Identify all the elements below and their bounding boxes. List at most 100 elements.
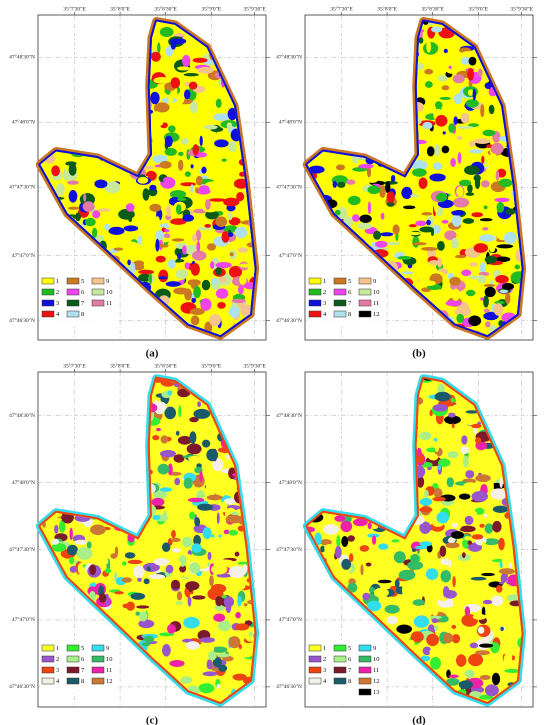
land-cover-patch bbox=[482, 163, 496, 167]
land-cover-patch bbox=[51, 165, 60, 177]
land-cover-patch bbox=[401, 271, 414, 275]
land-cover-patch bbox=[188, 81, 198, 90]
land-cover-patch bbox=[451, 39, 455, 46]
land-cover-patch bbox=[349, 553, 354, 563]
land-cover-patch bbox=[245, 634, 255, 642]
land-cover-patch bbox=[410, 631, 424, 643]
land-cover-patch bbox=[234, 623, 250, 631]
land-cover-patch bbox=[238, 644, 242, 650]
land-cover-patch bbox=[114, 591, 124, 595]
land-cover-patch bbox=[334, 209, 341, 216]
legend-label: 5 bbox=[81, 278, 84, 285]
land-cover-patch bbox=[336, 535, 341, 548]
legend-label: 3 bbox=[56, 667, 59, 674]
land-cover-patch bbox=[183, 73, 199, 77]
land-cover-patch bbox=[477, 626, 485, 634]
map-panel: 35°7'30"E 35°8'0"E 35°8'30"E 35°9'0"E 35°9'3… bbox=[9, 362, 270, 725]
land-cover-patch bbox=[155, 255, 166, 263]
land-cover-patch bbox=[359, 214, 372, 223]
land-cover-patch bbox=[103, 559, 109, 565]
legend-label: 11 bbox=[106, 667, 112, 674]
land-cover-patch bbox=[496, 201, 505, 213]
land-cover-patch bbox=[95, 234, 105, 242]
land-cover-patch bbox=[415, 220, 427, 227]
land-cover-patch bbox=[122, 241, 140, 255]
land-cover-patch bbox=[441, 220, 449, 224]
land-cover-patch bbox=[204, 224, 211, 228]
land-cover-patch bbox=[191, 543, 202, 553]
land-cover-patch bbox=[472, 466, 490, 476]
land-cover-patch bbox=[155, 238, 160, 252]
land-cover-patch bbox=[146, 566, 151, 572]
land-cover-patch bbox=[154, 102, 170, 113]
land-cover-patch bbox=[138, 269, 155, 275]
legend-label: 11 bbox=[373, 300, 379, 307]
legend-label: 1 bbox=[323, 278, 326, 285]
land-cover-patch bbox=[407, 231, 421, 236]
land-cover-patch bbox=[474, 177, 481, 189]
land-cover-patch bbox=[92, 227, 98, 238]
land-cover-patch bbox=[450, 531, 464, 539]
land-cover-patch bbox=[182, 611, 192, 618]
land-cover-patch bbox=[495, 170, 500, 182]
latitude-label: 47°48'0"N bbox=[279, 479, 302, 486]
land-cover-patch bbox=[210, 261, 215, 269]
legend-label: 1 bbox=[323, 645, 326, 652]
land-cover-patch bbox=[193, 408, 211, 419]
land-cover-patch bbox=[459, 525, 476, 533]
legend-swatch bbox=[333, 677, 347, 685]
land-cover-patch bbox=[206, 659, 213, 670]
land-cover-patch bbox=[121, 577, 132, 583]
land-cover-patch bbox=[468, 56, 477, 66]
land-cover-patch bbox=[419, 498, 433, 506]
land-cover-patch bbox=[408, 224, 417, 228]
land-cover-patch bbox=[220, 501, 228, 513]
land-cover-patch bbox=[158, 276, 168, 280]
land-cover-patch bbox=[466, 289, 476, 297]
land-cover-patch bbox=[208, 645, 215, 653]
land-cover-patch bbox=[183, 477, 193, 489]
land-cover-patch bbox=[397, 256, 412, 260]
land-cover-patch bbox=[184, 89, 191, 100]
land-cover-patch bbox=[81, 159, 98, 169]
legend-label: 13 bbox=[373, 689, 380, 696]
land-cover-patch bbox=[137, 235, 143, 246]
legend-swatch bbox=[308, 644, 322, 652]
land-cover-patch bbox=[443, 48, 448, 54]
land-cover-base bbox=[40, 378, 255, 702]
legend-swatch bbox=[41, 299, 55, 307]
land-cover-patch bbox=[137, 577, 142, 582]
land-cover-patch bbox=[177, 197, 187, 201]
land-cover-patch bbox=[456, 654, 467, 667]
land-cover-patch bbox=[495, 256, 511, 263]
legend-label: 11 bbox=[373, 667, 379, 674]
land-cover-patch bbox=[447, 451, 459, 459]
land-cover-patch bbox=[431, 224, 441, 234]
land-cover-patch bbox=[186, 641, 200, 650]
land-cover-patch bbox=[331, 536, 337, 545]
land-cover-patch bbox=[206, 482, 209, 494]
land-cover-patch bbox=[490, 142, 504, 155]
land-cover-patch bbox=[335, 164, 346, 171]
land-cover-patch bbox=[183, 616, 200, 629]
land-cover-patch bbox=[488, 104, 495, 115]
land-cover-patch bbox=[228, 265, 243, 278]
land-cover-patch bbox=[167, 390, 173, 396]
land-cover-patch bbox=[419, 541, 433, 547]
longitude-label: 35°9'30"E bbox=[510, 5, 533, 12]
land-cover-patch bbox=[223, 529, 230, 535]
land-cover-patch bbox=[514, 264, 520, 270]
land-cover-patch bbox=[473, 243, 488, 253]
land-cover-patch bbox=[431, 618, 438, 624]
land-cover-patch bbox=[352, 214, 360, 222]
land-cover-patch bbox=[308, 165, 325, 174]
land-cover-patch bbox=[191, 233, 197, 242]
land-cover-patch bbox=[146, 609, 164, 614]
legend-swatch bbox=[333, 655, 347, 663]
land-cover-patch bbox=[130, 592, 146, 600]
land-cover-patch bbox=[469, 262, 478, 267]
legend-swatch bbox=[66, 655, 80, 663]
land-cover-patch bbox=[498, 537, 505, 551]
latitude-label: 47°47'0"N bbox=[279, 252, 302, 259]
land-cover-patch bbox=[215, 262, 232, 269]
